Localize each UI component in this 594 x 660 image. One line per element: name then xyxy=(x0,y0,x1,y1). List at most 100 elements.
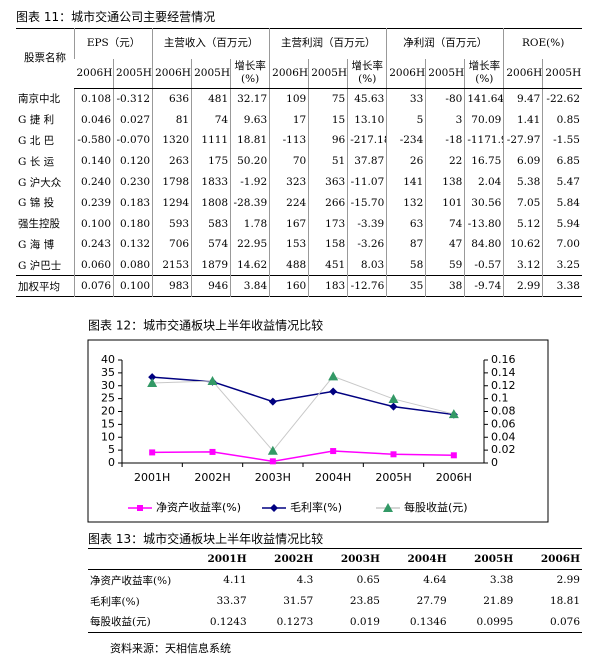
table-cell: 22 xyxy=(425,150,465,172)
table-cell: 0.1346 xyxy=(409,615,447,628)
table-cell: 35 xyxy=(386,275,426,297)
table-cell: 583 xyxy=(191,213,231,235)
table-cell: 31.57 xyxy=(283,595,314,607)
y-tick-label: 25 xyxy=(101,392,115,405)
table-row: 南京中北 0.108 -0.312 636 481 32.17 109 75 45.63 33 -8… xyxy=(16,88,582,110)
table-cell: 3.38 xyxy=(542,275,582,297)
source: 资料来源：天相信息系统 xyxy=(110,642,231,655)
table-cell: -234 xyxy=(386,130,426,151)
table-cell: -18 xyxy=(425,130,465,151)
table-cell: 636 xyxy=(152,88,192,110)
table-cell: 30.56 xyxy=(464,192,504,214)
table-cell: 2153 xyxy=(152,254,192,276)
table-cell: 1808 xyxy=(191,192,231,214)
table-cell: 45.63 xyxy=(347,88,387,110)
marker xyxy=(450,452,457,459)
table-cell: 2.99 xyxy=(556,574,580,587)
table-cell: 141.64 xyxy=(464,88,504,110)
table-cell: 0.100 xyxy=(113,275,153,297)
table-cell: 1833 xyxy=(191,171,231,193)
table-cell: -12.76 xyxy=(347,275,387,297)
table-cell: 0.230 xyxy=(113,171,153,193)
table-cell: 5.12 xyxy=(503,213,543,235)
marker xyxy=(267,445,278,455)
table-cell: 0.65 xyxy=(356,574,380,587)
table-cell: 160 xyxy=(269,275,309,297)
legend-label: 每股收益(元) xyxy=(404,500,468,514)
table-cell: 263 xyxy=(152,150,192,172)
marker xyxy=(383,503,393,512)
table-cell: -22.62 xyxy=(542,88,582,110)
table-cell: -0.070 xyxy=(113,130,153,151)
table-cell: 38 xyxy=(425,275,465,297)
table-cell: 6.09 xyxy=(503,150,543,172)
marker xyxy=(389,402,398,411)
table-cell: 0.076 xyxy=(549,615,580,628)
header-cell: ROE(%) xyxy=(503,28,582,59)
header-cell: 2003H xyxy=(315,548,382,570)
table-cell: 0.1273 xyxy=(276,615,314,628)
table-cell: 173 xyxy=(308,213,348,235)
table-cell: 96 xyxy=(308,130,348,151)
table-cell: 87 xyxy=(386,234,426,255)
header-cell: 2001H xyxy=(182,548,249,570)
series-line xyxy=(152,450,454,463)
table-cell: 南京中北 xyxy=(18,93,60,106)
table-row: G 北 巴 -0.580 -0.070 1320 1111 18.81 -113 96 -217… xyxy=(16,130,582,151)
table-cell: 0.1243 xyxy=(209,615,247,628)
table-cell: 5 xyxy=(386,109,426,131)
table-cell: 70 xyxy=(269,150,309,172)
table-cell: 1320 xyxy=(152,130,192,151)
table-cell: G 长 运 xyxy=(18,155,55,168)
table-cell: 224 xyxy=(269,192,309,214)
table-cell: 毛利率(%) xyxy=(90,595,140,608)
y-tick-label: 5 xyxy=(108,443,115,456)
table-cell: G 捷 利 xyxy=(18,114,55,127)
table-cell: 138 xyxy=(425,171,465,193)
table-cell: 51 xyxy=(308,150,348,172)
table-cell: 0.140 xyxy=(73,150,114,172)
marker xyxy=(268,397,277,406)
header-cell: 2004H xyxy=(381,548,449,570)
table-cell: 946 xyxy=(191,275,231,297)
header-cell: 2006H xyxy=(74,58,114,89)
table-cell: 6.85 xyxy=(542,150,582,172)
table-cell: 158 xyxy=(308,234,348,255)
header-cell xyxy=(88,548,182,570)
y2-tick-label: 0.02 xyxy=(491,443,516,456)
header-cell: 2005H xyxy=(448,548,516,570)
y2-tick-label: 0.14 xyxy=(491,366,516,379)
table-cell: -28.39 xyxy=(230,192,270,214)
table-cell: 132 xyxy=(386,192,426,214)
header-cell: 2006H xyxy=(152,58,192,89)
table-cell: 183 xyxy=(308,275,348,297)
table-cell: G 沪巴士 xyxy=(18,259,62,272)
table-cell: 27.79 xyxy=(416,595,447,607)
y-tick-label: 35 xyxy=(101,366,115,379)
table-cell: 81 xyxy=(152,109,192,131)
header-cell: 2005H xyxy=(308,58,348,89)
table-cell: -27.97 xyxy=(503,130,543,151)
header-cell: 主营利润（百万元） xyxy=(269,28,387,59)
table-cell: 0.183 xyxy=(113,192,153,214)
y2-tick-label: 0.04 xyxy=(491,430,516,443)
table-cell: 63 xyxy=(386,213,426,235)
table-cell: -0.580 xyxy=(73,130,114,151)
chart: 图表 12：城市交通板块上半年收益情况比较 051015202530354000… xyxy=(87,318,549,523)
table-cell: 451 xyxy=(308,254,348,276)
y2-tick-label: 0.06 xyxy=(491,417,516,430)
y-tick-label: 20 xyxy=(101,405,115,418)
table-cell: 1111 xyxy=(191,130,231,151)
table-row: G 捷 利 0.046 0.027 81 74 9.63 17 15 13.10 5 3 70.09 1… xyxy=(16,109,582,131)
table-title: 图表 13：城市交通板块上半年收益情况比较 xyxy=(88,532,324,546)
marker xyxy=(148,373,157,382)
header-cell: 2005H xyxy=(425,58,465,89)
table-cell: -1.92 xyxy=(230,171,270,193)
table-cell: 5.47 xyxy=(542,171,582,193)
chart-title: 图表 12：城市交通板块上半年收益情况比较 xyxy=(88,318,323,333)
table-cell: 强生控股 xyxy=(18,218,60,231)
table-cell: 1.78 xyxy=(230,213,270,235)
table-cell: 706 xyxy=(152,234,192,255)
y2-tick-label: 0.08 xyxy=(491,405,516,418)
table-cell: 47 xyxy=(425,234,465,255)
